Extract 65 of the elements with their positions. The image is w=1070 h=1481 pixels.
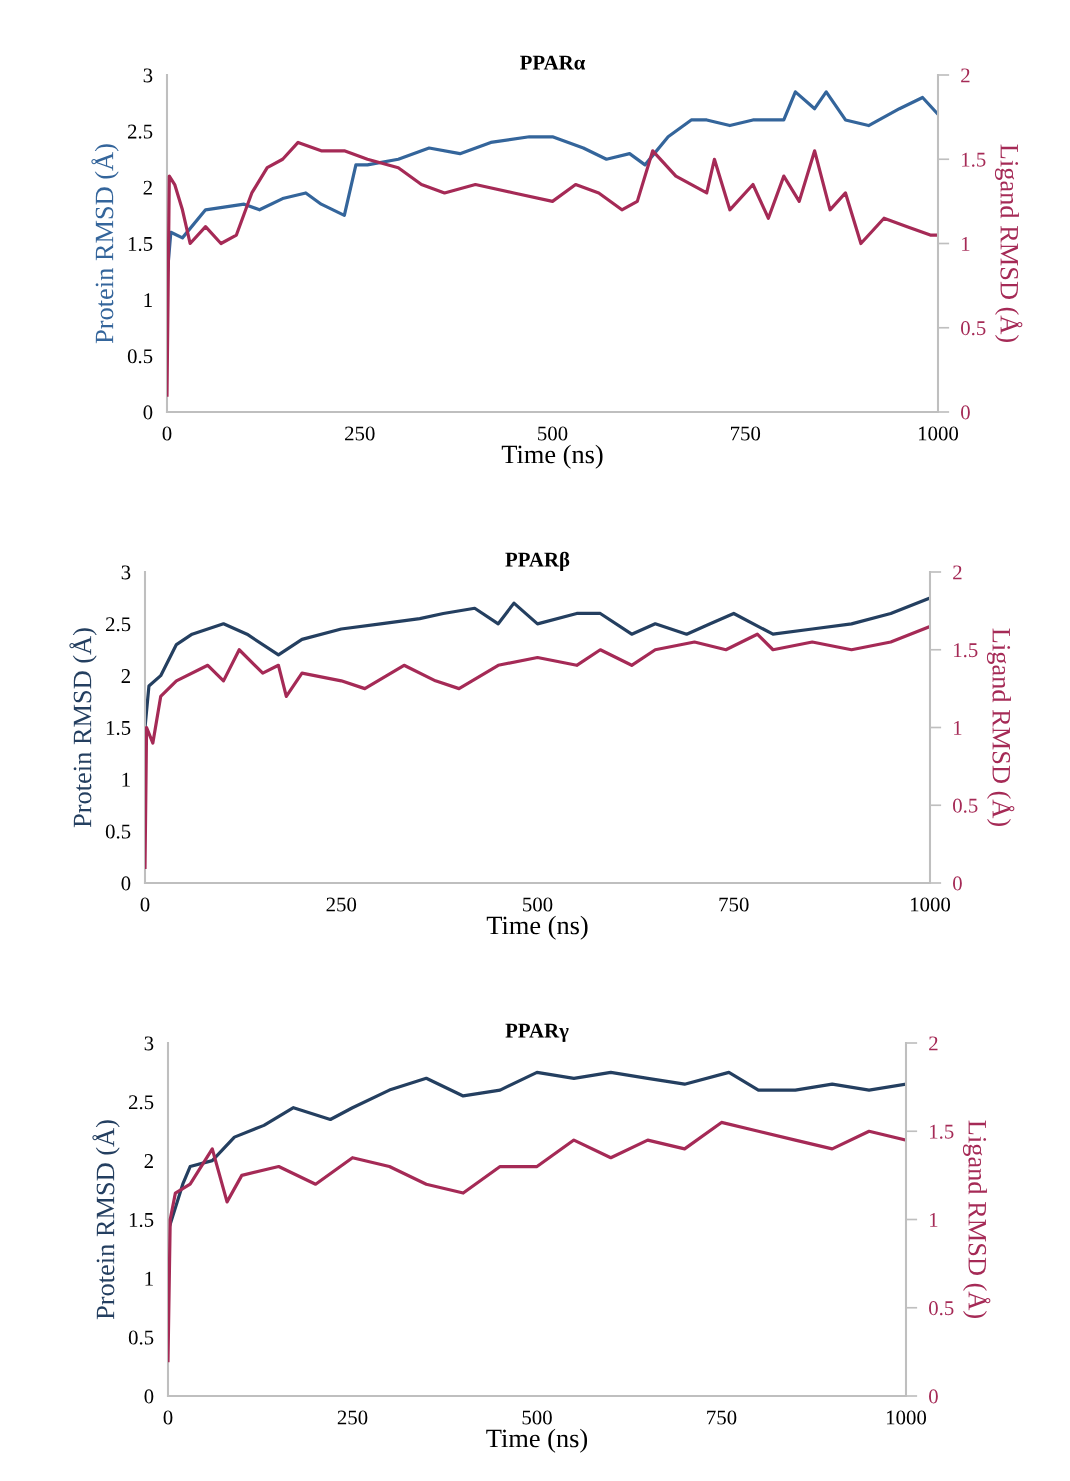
x-tick-label: 1000 xyxy=(919,426,959,441)
y-tick-label: 1 xyxy=(122,772,130,787)
y-tick-label: 2.5 xyxy=(128,1095,154,1110)
y-tick-label: 2 xyxy=(143,180,152,195)
x-tick-label: 0 xyxy=(163,1410,173,1425)
x-tick-label: 1000 xyxy=(911,897,951,912)
y2-tick-label: 1 xyxy=(962,236,970,251)
y2-tick-label: 2 xyxy=(953,565,962,580)
x-tick-label: 250 xyxy=(337,1410,368,1425)
y-tick-label: 3 xyxy=(144,1036,154,1051)
y-tick-label: 0.5 xyxy=(127,349,153,364)
chart-title: PPARγ xyxy=(505,1023,569,1042)
y-tick-label: 2.5 xyxy=(127,124,153,139)
line-series xyxy=(167,140,938,397)
y-tick-label: 1 xyxy=(145,1271,153,1286)
x-axis-title: Time (ns) xyxy=(501,444,603,469)
y2-tick-label: 0.5 xyxy=(929,1301,954,1316)
y-tick-label: 1 xyxy=(144,293,152,307)
y-axis-title: Protein RMSD (Å) xyxy=(92,1120,120,1320)
y2-tick-label: 2 xyxy=(929,1036,938,1051)
y-tick-label: 0.5 xyxy=(128,1330,154,1345)
y-tick-label: 0 xyxy=(121,876,131,891)
chart-title: PPARα xyxy=(520,55,586,70)
x-tick-label: 0 xyxy=(162,426,172,441)
x-tick-label: 1000 xyxy=(887,1410,927,1425)
x-axis-title: Time (ns) xyxy=(486,1428,588,1453)
line-series xyxy=(168,1120,906,1363)
x-tick-label: 500 xyxy=(522,1410,552,1425)
x-tick-label: 750 xyxy=(707,1410,737,1425)
x-tick-label: 500 xyxy=(538,426,568,441)
y-tick-label: 2 xyxy=(121,669,130,683)
x-axis-title: Time (ns) xyxy=(486,915,588,940)
y2-tick-label: 1.5 xyxy=(930,1124,954,1139)
y2-tick-label: 1 xyxy=(930,1212,938,1227)
y2-tick-label: 0 xyxy=(961,405,970,420)
y2-axis-title: Ligand RMSD (Å) xyxy=(986,628,1015,827)
y-axis-title: Protein RMSD (Å) xyxy=(69,628,97,828)
y2-tick-label: 0.5 xyxy=(953,798,978,813)
y2-tick-label: 0.5 xyxy=(961,321,986,336)
line-series xyxy=(145,624,930,870)
y-tick-label: 0.5 xyxy=(105,824,131,839)
x-tick-label: 500 xyxy=(523,897,553,912)
y-tick-label: 1.5 xyxy=(128,236,153,252)
y2-tick-label: 1 xyxy=(954,720,962,735)
y2-tick-label: 1.5 xyxy=(962,152,986,167)
y-tick-label: 1.5 xyxy=(106,720,131,736)
y-tick-label: 1.5 xyxy=(129,1212,154,1228)
x-tick-label: 250 xyxy=(345,426,375,441)
y-tick-label: 2 xyxy=(144,1154,153,1168)
y-tick-label: 3 xyxy=(121,565,131,580)
y2-axis-title: Ligand RMSD (Å) xyxy=(962,1120,991,1319)
x-tick-label: 250 xyxy=(326,897,357,912)
y-tick-label: 0 xyxy=(143,405,153,420)
y-tick-label: 3 xyxy=(143,68,153,83)
x-tick-label: 750 xyxy=(731,426,761,441)
y2-axis-title: Ligand RMSD (Å) xyxy=(994,144,1023,343)
y-tick-label: 0 xyxy=(144,1389,154,1404)
y-tick-label: 2.5 xyxy=(105,617,131,632)
chart-title: PPARβ xyxy=(505,551,570,571)
y2-tick-label: 0 xyxy=(929,1389,938,1404)
y2-tick-label: 0 xyxy=(953,876,962,891)
x-tick-label: 750 xyxy=(719,897,749,912)
y2-tick-label: 1.5 xyxy=(954,643,978,658)
y-axis-title: Protein RMSD (Å) xyxy=(91,144,119,344)
y2-tick-label: 2 xyxy=(961,68,970,83)
